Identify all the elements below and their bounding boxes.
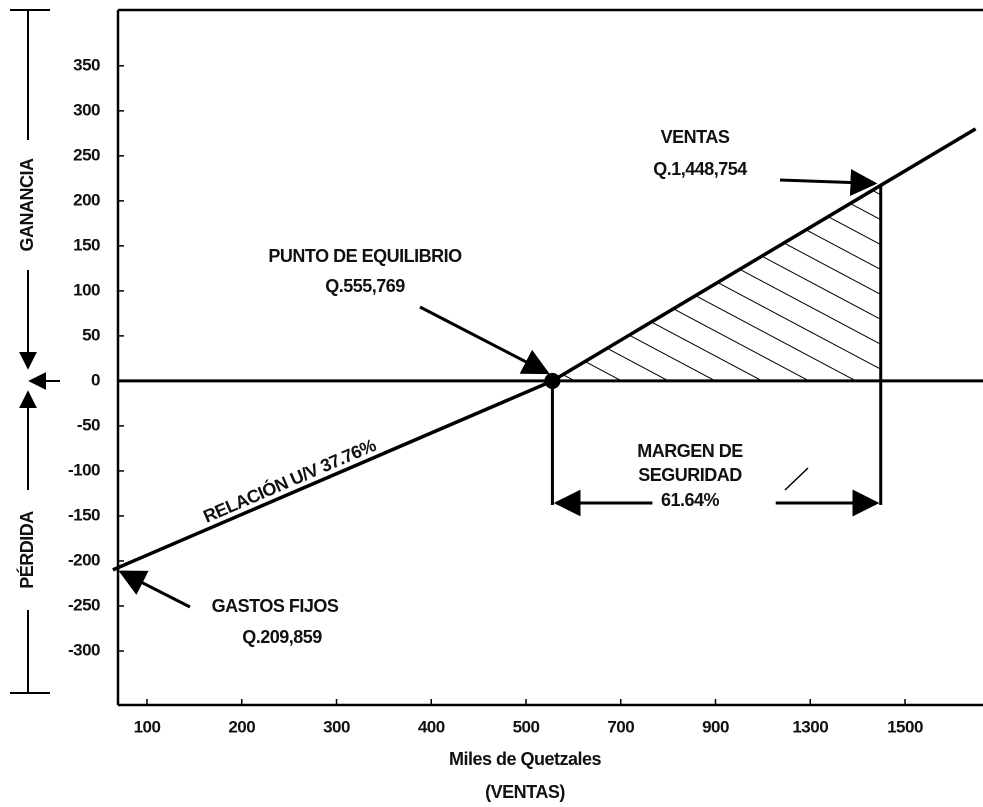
break-even-label: PUNTO DE EQUILIBRIO <box>268 246 462 266</box>
break-even-value: Q.555,769 <box>325 276 405 296</box>
y-tick-label: 250 <box>73 145 100 164</box>
fixed-costs-arrow <box>118 570 191 609</box>
y-tick-label: 100 <box>73 280 100 299</box>
y-tick-label: 200 <box>73 190 100 209</box>
y-tick-label: 350 <box>73 55 100 74</box>
contribution-ratio: RELACIÓN U/V 37.76% <box>200 434 379 527</box>
x-tick-label: 900 <box>702 717 729 736</box>
y-tick-label: 150 <box>73 235 100 254</box>
y-tick-label: -250 <box>68 595 100 614</box>
break-even-arrow <box>419 305 550 375</box>
x-tick-label: 1500 <box>887 717 923 736</box>
tick-slash <box>784 467 809 491</box>
y-tick-label: 300 <box>73 100 100 119</box>
fixed-costs-value: Q.209,859 <box>242 627 322 647</box>
sales-value: Q.1,448,754 <box>653 159 747 179</box>
margin-label: MARGEN DE <box>637 441 743 461</box>
label-bg <box>14 490 42 610</box>
x-tick-label: 500 <box>513 717 540 736</box>
x-axis-label: (VENTAS) <box>485 782 565 802</box>
y-tick-label: -200 <box>68 550 100 569</box>
x-tick-label: 400 <box>418 717 445 736</box>
y-tick-label: 50 <box>82 325 100 344</box>
margin-label: SEGURIDAD <box>638 465 742 485</box>
label-bg <box>14 140 42 270</box>
y-tick-label: -300 <box>68 640 100 659</box>
x-axis-label: Miles de Quetzales <box>449 749 602 769</box>
y-tick-label: -50 <box>77 415 100 434</box>
sales-arrow <box>779 168 878 196</box>
sales-label: VENTAS <box>661 127 730 147</box>
x-tick-label: 300 <box>323 717 350 736</box>
x-tick-label: 100 <box>134 717 161 736</box>
y-label-profit: GANANCIA <box>17 158 37 251</box>
margin-value: 61.64% <box>661 490 720 510</box>
x-tick-label: 1300 <box>792 717 828 736</box>
y-tick-label: -150 <box>68 505 100 524</box>
y-tick-label: 0 <box>91 370 100 389</box>
x-tick-label: 200 <box>228 717 255 736</box>
y-tick-label: -100 <box>68 460 100 479</box>
x-tick-label: 700 <box>607 717 634 736</box>
fixed-costs-label: GASTOS FIJOS <box>212 596 339 616</box>
y-label-loss: PÉRDIDA <box>16 511 37 589</box>
